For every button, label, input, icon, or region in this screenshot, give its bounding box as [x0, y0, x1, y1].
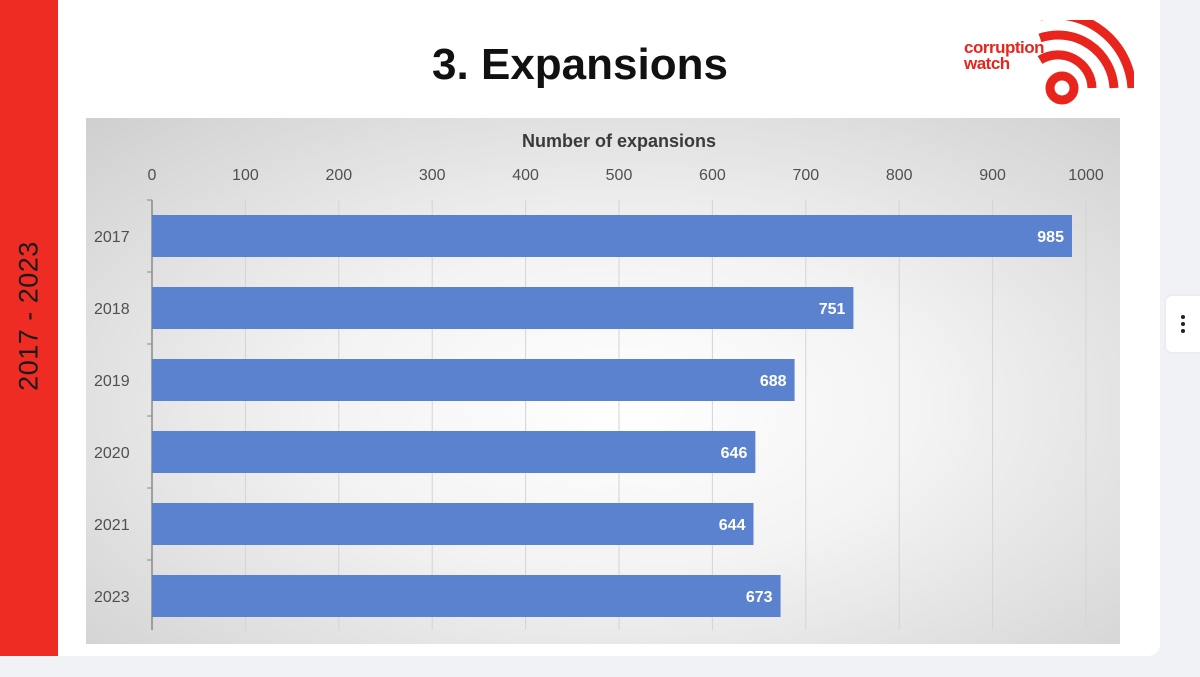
- bar: [152, 503, 754, 545]
- logo-line-1: corruption: [964, 38, 1045, 57]
- y-category-label: 2019: [94, 373, 130, 390]
- x-tick-label: 200: [325, 167, 352, 184]
- x-tick-label: 300: [419, 167, 446, 184]
- bar-chart: Number of expansions 0 100 200 300 400 500 600 7…: [94, 131, 1104, 630]
- logo-line-2: watch: [964, 54, 1010, 73]
- x-tick-label: 100: [232, 167, 259, 184]
- bar-data-label: 688: [760, 373, 787, 390]
- side-band-label: 2017 - 2023: [13, 241, 44, 391]
- x-tick-label: 500: [606, 167, 633, 184]
- logo-text: corruption watch: [964, 38, 1045, 73]
- x-axis-title: Number of expansions: [522, 131, 716, 151]
- y-category-label: 2017: [94, 229, 130, 246]
- y-category-label: 2023: [94, 589, 130, 606]
- bar-data-label: 646: [721, 445, 748, 462]
- x-tick-label: 900: [979, 167, 1006, 184]
- bar: [152, 287, 854, 329]
- y-category-label: 2021: [94, 517, 130, 534]
- bar-data-label: 751: [819, 301, 846, 318]
- slide: 2017 - 2023 3. Expansions corruption wat…: [0, 0, 1160, 656]
- bar: [152, 215, 1072, 257]
- x-tick-label: 0: [148, 167, 157, 184]
- bar-data-label: 673: [746, 589, 773, 606]
- corruption-watch-logo: corruption watch: [964, 20, 1134, 112]
- side-band: 2017 - 2023: [0, 0, 58, 656]
- x-tick-label: 400: [512, 167, 539, 184]
- x-tick-label: 600: [699, 167, 726, 184]
- more-vertical-icon-dot: [1181, 322, 1185, 326]
- more-options-button[interactable]: [1166, 296, 1200, 352]
- x-tick-label: 700: [792, 167, 819, 184]
- y-category-label: 2018: [94, 301, 130, 318]
- more-vertical-icon-dot: [1181, 329, 1185, 333]
- bar-data-label: 985: [1037, 229, 1064, 246]
- bar: [152, 431, 756, 473]
- slide-title: 3. Expansions: [432, 40, 728, 89]
- bar: [152, 575, 781, 617]
- broadcast-signal-icon: [1037, 20, 1134, 105]
- bar: [152, 359, 795, 401]
- y-category-label: 2020: [94, 445, 130, 462]
- bar-data-label: 644: [719, 517, 746, 534]
- more-vertical-icon: [1181, 315, 1185, 319]
- x-tick-label: 1000: [1068, 167, 1104, 184]
- x-tick-label: 800: [886, 167, 913, 184]
